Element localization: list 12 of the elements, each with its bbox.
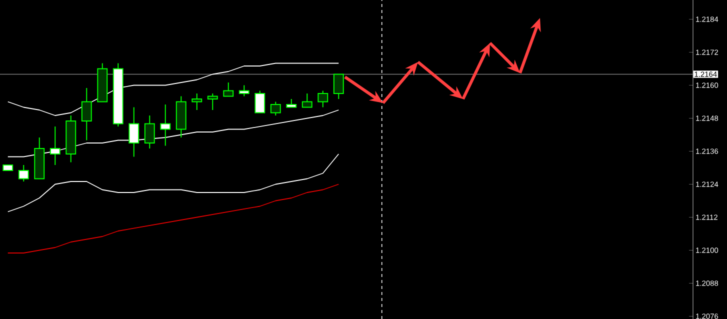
candlestick	[18, 164, 29, 182]
candlestick	[318, 90, 328, 108]
candlestick	[144, 115, 155, 149]
candlestick	[302, 92, 312, 108]
candlestick	[192, 92, 202, 110]
candlestick	[270, 101, 281, 116]
candlestick	[81, 87, 92, 141]
candlestick	[333, 74, 344, 100]
candlestick	[223, 82, 234, 97]
candlestick	[207, 92, 218, 110]
candlestick	[238, 84, 250, 97]
candlestick	[254, 90, 266, 114]
